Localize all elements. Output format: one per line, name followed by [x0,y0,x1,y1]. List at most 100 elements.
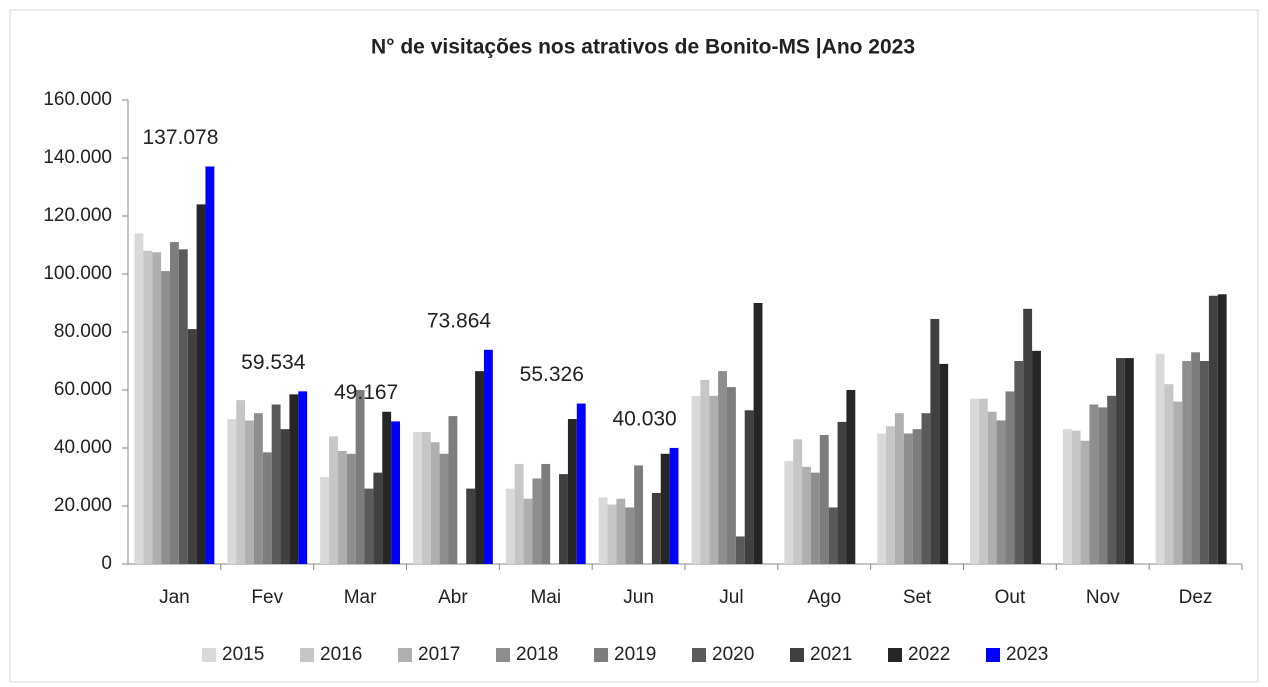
bar [1200,361,1209,564]
bar [134,233,144,564]
bar [828,507,838,564]
chart-frame [9,9,1259,683]
bar [912,429,922,564]
x-tick-label: Abr [438,587,468,608]
legend-swatch [790,648,804,662]
bar [744,410,754,564]
bar [152,252,162,564]
bar [1107,395,1117,564]
bar [355,390,365,564]
bar [1191,352,1201,564]
bar [802,466,811,564]
bar [205,166,215,564]
bar [877,433,887,564]
bar [978,398,988,564]
data-label: 55.326 [520,363,584,386]
bar [634,465,644,564]
bar [1173,401,1183,564]
data-label: 40.030 [613,407,677,430]
bar [346,453,356,564]
y-tick-label: 100.000 [43,263,112,284]
bar [735,536,745,564]
data-label: 59.534 [241,351,306,374]
bar [1014,361,1024,564]
bar [1164,384,1174,564]
bar [337,450,347,564]
legend-swatch [202,648,216,662]
bar [567,419,577,564]
chart-title: N° de visitações nos atrativos de Bonito… [371,36,915,59]
y-tick-label: 60.000 [54,379,112,400]
bar [1089,404,1099,564]
bar [921,413,931,564]
bar [262,452,272,564]
bar [819,434,829,564]
legend-label: 2022 [908,644,950,665]
legend-label: 2016 [320,644,362,665]
bar [691,395,701,564]
bar [718,371,727,564]
legend-label: 2015 [222,644,264,665]
bar [541,463,551,564]
legend-swatch [986,648,1000,662]
bar [161,271,170,564]
bar [196,204,206,564]
bar [1032,350,1041,564]
y-tick-label: 40.000 [54,437,112,458]
legend-label: 2017 [418,644,460,665]
bar [280,429,290,564]
bar [930,318,940,564]
y-tick-label: 0 [101,553,112,574]
data-label: 49.167 [334,381,398,404]
x-tick-label: Jun [623,587,654,608]
bar [523,498,533,564]
x-tick-label: Jan [159,587,190,608]
bar [598,497,608,564]
bar [669,447,679,564]
bar [1062,429,1072,564]
bar [1023,308,1033,564]
bar [227,419,237,564]
bar [1208,295,1218,564]
bar [846,390,856,564]
bar [996,420,1006,564]
data-label: 137.078 [143,126,219,149]
bar [1182,361,1192,564]
bar [289,394,299,564]
legend-label: 2018 [516,644,558,665]
bar [1005,391,1015,564]
x-tick-label: Mar [344,587,377,608]
bar [329,436,338,564]
bar [178,249,188,564]
bar [143,250,153,565]
bar [439,453,449,564]
bar [559,474,568,564]
bar [810,472,820,564]
x-tick-label: Mai [530,587,561,608]
legend-swatch [496,648,510,662]
bar [391,421,401,564]
bar [651,492,661,564]
bar [320,477,330,564]
x-tick-label: Dez [1179,587,1213,608]
bar [448,416,458,564]
bar [1217,294,1227,564]
legend-swatch [888,648,902,662]
bar [726,387,736,564]
bar [364,488,374,564]
bar [169,242,179,564]
bar [753,303,763,564]
bar [969,398,979,564]
bar [607,504,617,564]
bar [886,426,895,564]
bar [430,442,440,564]
bar [784,461,794,564]
y-tick-label: 80.000 [54,321,112,342]
bar [709,395,719,564]
data-label: 73.864 [427,309,492,332]
x-tick-label: Jul [719,587,743,608]
bar [1098,407,1108,564]
bar [616,498,626,564]
y-tick-label: 120.000 [43,205,112,226]
